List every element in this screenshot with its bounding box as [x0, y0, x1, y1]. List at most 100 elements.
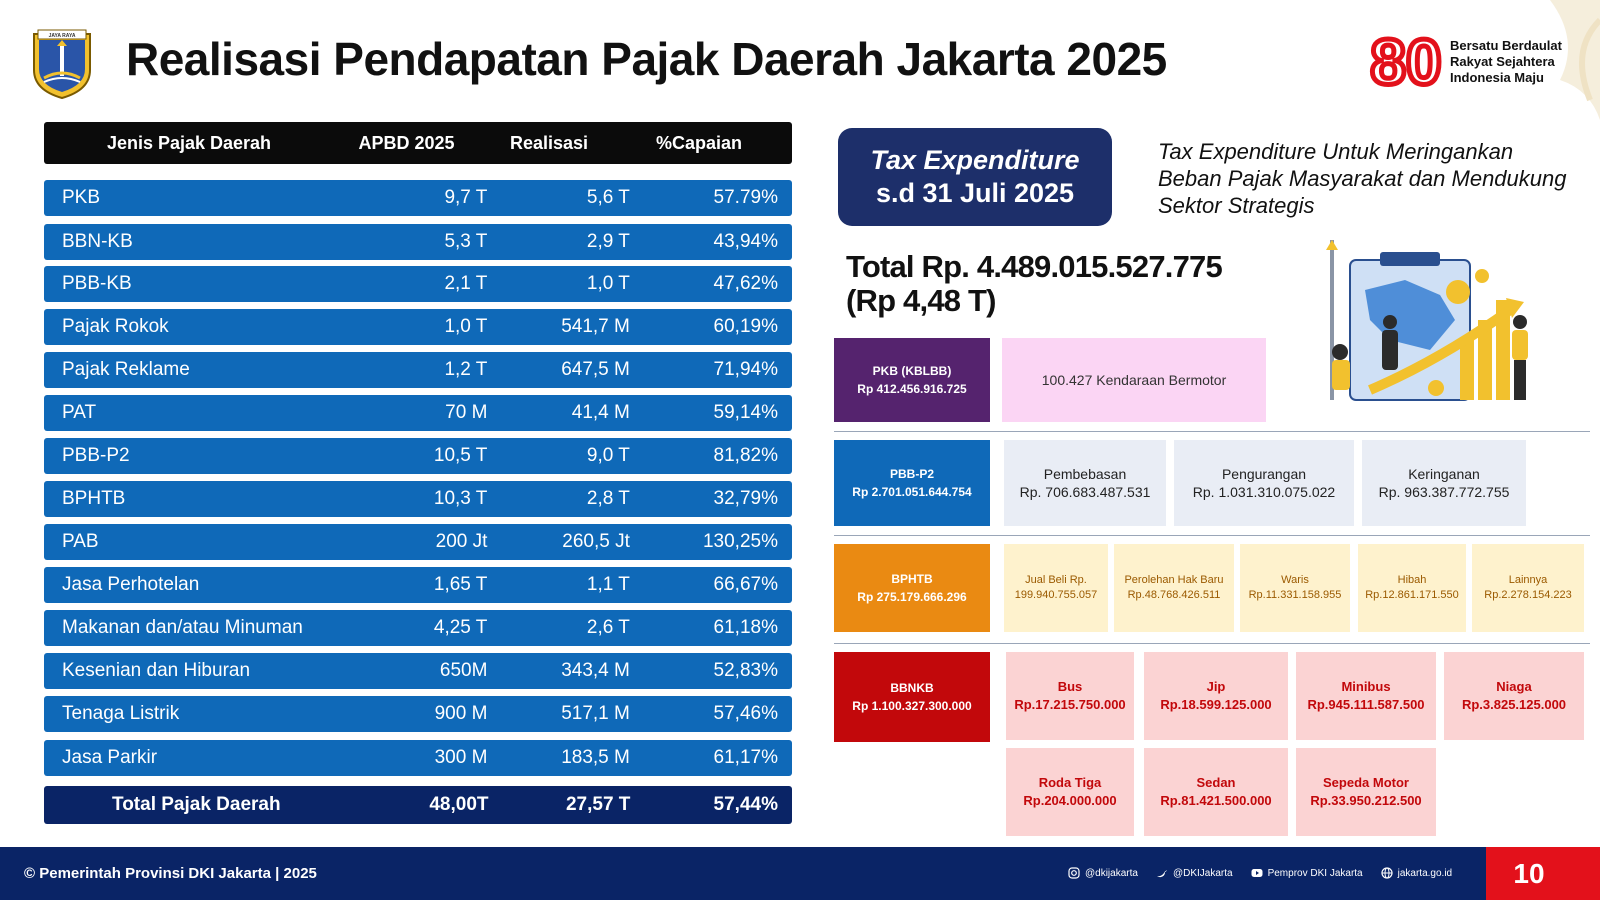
footer: © Pemerintah Provinsi DKI Jakarta | 2025…	[0, 847, 1600, 900]
bbnkb-item-name: Niaga	[1496, 679, 1532, 694]
pbb-item-box: Keringanan Rp. 963.387.772.755	[1362, 440, 1526, 526]
row-apbd: 10,3 T	[433, 488, 488, 509]
row-capaian: 57,46%	[713, 703, 778, 724]
row-name: Jasa Parkir	[62, 747, 158, 768]
row-capaian: 71,94%	[713, 359, 778, 380]
row-capaian: 47,62%	[713, 273, 778, 294]
bbnkb-category: BBNKB Rp 1.100.327.300.000	[834, 652, 990, 742]
row-apbd: 1,0 T	[444, 316, 488, 337]
social-label: @dkijakarta	[1085, 867, 1138, 879]
table-row: Jasa Parkir 300 M 183,5 M 61,17%	[44, 740, 792, 776]
tax-badge-date: s.d 31 Juli 2025	[875, 178, 1075, 208]
social-links: @dkijakarta @DKIJakarta Pemprov DKI Jaka…	[1068, 867, 1452, 879]
social-youtube[interactable]: Pemprov DKI Jakarta	[1251, 867, 1363, 879]
bphtb-item-name: Jual Beli Rp.	[1025, 574, 1087, 586]
row-capaian: 81,82%	[713, 445, 778, 466]
pbb-item-box: Pembebasan Rp. 706.683.487.531	[1004, 440, 1166, 526]
social-twitter[interactable]: @DKIJakarta	[1156, 867, 1233, 879]
row-realisasi: 1,1 T	[586, 574, 630, 595]
row-realisasi: 343,4 M	[561, 660, 630, 681]
bphtb-item-name: Lainnya	[1508, 574, 1548, 586]
bphtb-item-box: Lainnya Rp.2.278.154.223	[1472, 544, 1584, 632]
row-capaian: 43,94%	[713, 231, 778, 252]
row-apbd: 650M	[439, 660, 488, 681]
bphtb-item-name: Hibah	[1397, 574, 1427, 586]
bphtb-amount: Rp 275.179.666.296	[857, 590, 967, 604]
bbnkb-item-value: Rp.33.950.212.500	[1310, 793, 1422, 808]
bphtb-item-box: Hibah Rp.12.861.171.550	[1358, 544, 1466, 632]
bbnkb-item-name: Sepeda Motor	[1323, 775, 1409, 790]
table-row: PAT 70 M 41,4 M 59,14%	[44, 395, 792, 431]
pbb-item-name: Keringanan	[1408, 466, 1480, 482]
page-title: Realisasi Pendapatan Pajak Daerah Jakart…	[126, 33, 1167, 85]
row-realisasi: 9,0 T	[586, 445, 630, 466]
table-row: Makanan dan/atau Minuman 4,25 T 2,6 T 61,18…	[44, 610, 792, 646]
social-website[interactable]: jakarta.go.id	[1381, 867, 1452, 879]
bbnkb-item-box: Roda Tiga Rp.204.000.000	[1006, 748, 1134, 836]
row-capaian: 61,18%	[713, 617, 778, 638]
finance-illustration	[1326, 240, 1528, 401]
tax-badge-title: Tax Expenditure	[870, 145, 1080, 175]
row-apbd: 900 M	[434, 703, 488, 724]
bphtb-label: BPHTB	[891, 572, 933, 586]
social-instagram[interactable]: @dkijakarta	[1068, 867, 1138, 879]
pbb-category: PBB-P2 Rp 2.701.051.644.754	[834, 440, 990, 526]
tax-expenditure-description: Tax Expenditure Untuk Meringankan Beban …	[1158, 139, 1567, 218]
total-realisasi: 27,57 T	[565, 794, 631, 815]
row-realisasi: 183,5 M	[561, 747, 630, 768]
row-apbd: 4,25 T	[433, 617, 488, 638]
row-apbd: 5,3 T	[444, 231, 488, 252]
social-label: jakarta.go.id	[1397, 867, 1453, 879]
table-row: PAB 200 Jt 260,5 Jt 130,25%	[44, 524, 792, 560]
row-apbd: 1,2 T	[444, 359, 488, 380]
row-realisasi: 1,0 T	[586, 273, 630, 294]
bbnkb-item-box: Bus Rp.17.215.750.000	[1006, 652, 1134, 740]
row-capaian: 61,17%	[713, 747, 778, 768]
table-row: Jasa Perhotelan 1,65 T 1,1 T 66,67%	[44, 567, 792, 603]
slogan: Bersatu Berdaulat Rakyat Sejahtera Indon…	[1450, 38, 1562, 86]
row-name: PBB-KB	[62, 273, 132, 294]
tax-revenue-table: Jenis Pajak Daerah APBD 2025 Realisasi %…	[44, 122, 792, 824]
row-name: Makanan dan/atau Minuman	[62, 617, 303, 638]
row-realisasi: 647,5 M	[561, 359, 630, 380]
bbnkb-item-name: Minibus	[1341, 679, 1391, 694]
bbnkb-item-value: Rp.17.215.750.000	[1014, 697, 1126, 712]
bbnkb-item-value: Rp.204.000.000	[1023, 793, 1117, 808]
bphtb-item-value: Rp.11.331.158.955	[1248, 589, 1342, 601]
bbnkb-item-name: Sedan	[1196, 775, 1236, 790]
row-apbd: 1,65 T	[433, 574, 488, 595]
tax-expenditure-total: Total Rp. 4.489.015.527.775 (Rp 4,48 T)	[846, 250, 1223, 318]
social-label: Pemprov DKI Jakarta	[1267, 867, 1363, 879]
bbnkb-item-value: Rp.945.111.587.500	[1307, 697, 1425, 712]
pbb-amount: Rp 2.701.051.644.754	[852, 485, 972, 499]
row-realisasi: 5,6 T	[586, 187, 630, 208]
divider	[834, 431, 1590, 432]
bphtb-item-value: 199.940.755.057	[1014, 589, 1098, 601]
total-capaian: 57,44%	[713, 794, 778, 815]
bphtb-item-name: Perolehan Hak Baru	[1124, 574, 1224, 586]
pbb-item-name: Pengurangan	[1221, 466, 1307, 482]
jakarta-crest-logo: JAYA RAYA	[33, 29, 91, 100]
pbb-item-value: Rp. 706.683.487.531	[1019, 484, 1151, 500]
table-row: PKB 9,7 T 5,6 T 57.79%	[44, 180, 792, 216]
row-capaian: 130,25%	[702, 531, 778, 552]
bphtb-item-box: Perolehan Hak Baru Rp.48.768.426.511	[1114, 544, 1234, 632]
table-row: PBB-P2 10,5 T 9,0 T 81,82%	[44, 438, 792, 474]
row-capaian: 59,14%	[713, 402, 778, 423]
globe-icon	[1381, 867, 1393, 879]
bphtb-item-value: Rp.2.278.154.223	[1484, 589, 1572, 601]
logo-80-icon: 80	[1368, 26, 1444, 92]
table-row: BBN-KB 5,3 T 2,9 T 43,94%	[44, 224, 792, 260]
row-name: Jasa Perhotelan	[62, 574, 200, 595]
bphtb-item-value: Rp.48.768.426.511	[1127, 589, 1221, 601]
social-label: @DKIJakarta	[1172, 867, 1233, 879]
row-realisasi: 2,9 T	[586, 231, 630, 252]
table-row: Tenaga Listrik 900 M 517,1 M 57,46%	[44, 696, 792, 732]
header-jenis-pajak: Jenis Pajak Daerah	[106, 132, 272, 153]
row-realisasi: 41,4 M	[571, 402, 630, 423]
table-row: BPHTB 10,3 T 2,8 T 32,79%	[44, 481, 792, 517]
bbnkb-label: BBNKB	[890, 681, 934, 695]
row-apbd: 200 Jt	[435, 531, 488, 552]
table-row: Pajak Rokok 1,0 T 541,7 M 60,19%	[44, 309, 792, 345]
row-apbd: 10,5 T	[433, 445, 488, 466]
